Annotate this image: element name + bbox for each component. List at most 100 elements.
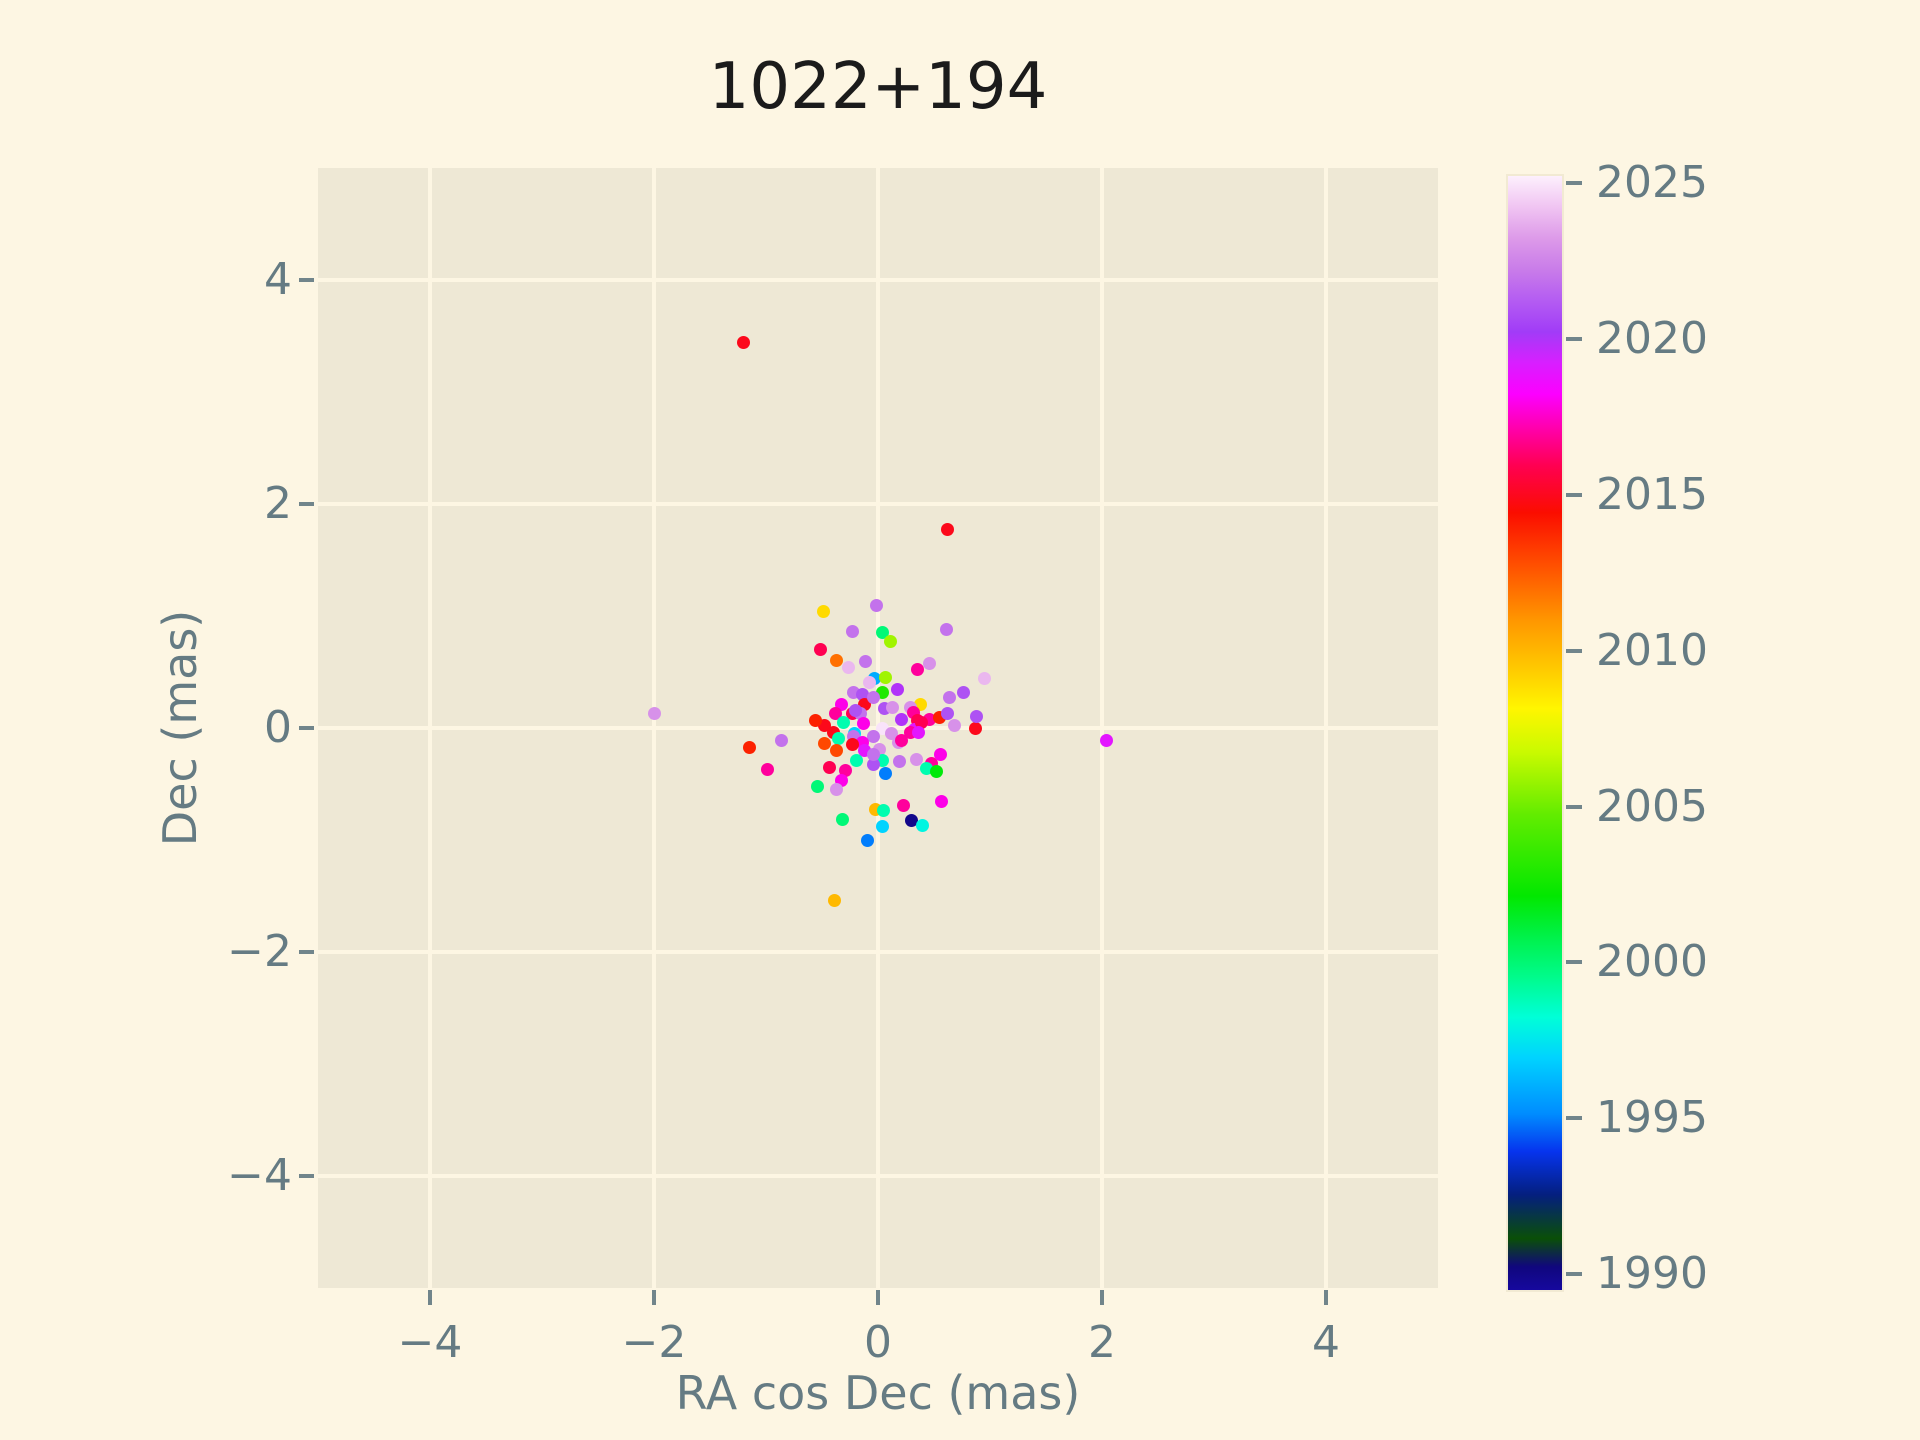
scatter-point (867, 691, 881, 705)
colorbar-tick-label: 1995 (1596, 1092, 1708, 1144)
colorbar-tick-label: 1990 (1596, 1247, 1708, 1299)
scatter-point (970, 710, 984, 724)
scatter-point (850, 753, 864, 767)
x-tick-label: 2 (1088, 1317, 1116, 1368)
scatter-point (760, 762, 774, 776)
scatter-point (877, 804, 891, 818)
colorbar-tick-label: 2015 (1596, 468, 1708, 520)
scatter-point (842, 661, 856, 675)
scatter-point (910, 663, 924, 677)
scatter-point (855, 687, 869, 701)
colorbar-tick-mark (1566, 1271, 1582, 1276)
scatter-point (929, 765, 943, 779)
gridline-horizontal (318, 1174, 1438, 1178)
colorbar-tick-mark (1566, 181, 1582, 186)
x-tick-mark (428, 1290, 432, 1305)
scatter-point (737, 336, 751, 350)
scatter-point (830, 743, 844, 757)
scatter-point (835, 813, 849, 827)
scatter-point (886, 701, 900, 715)
scatter-point (879, 767, 893, 781)
x-tick-label: 4 (1312, 1317, 1340, 1368)
colorbar-tick-mark (1566, 1116, 1582, 1121)
colorbar-tick-label: 2025 (1596, 157, 1708, 209)
scatter-point (943, 691, 957, 705)
scatter-point (816, 605, 830, 619)
scatter-point (823, 760, 837, 774)
x-tick-label: −2 (621, 1317, 687, 1368)
plot-area (318, 168, 1438, 1288)
scatter-point (915, 715, 929, 729)
scatter-point (892, 755, 906, 769)
scatter-point (867, 758, 881, 772)
scatter-point (916, 818, 930, 832)
gridline-horizontal (318, 278, 1438, 282)
scatter-point (836, 715, 850, 729)
colorbar (1506, 174, 1564, 1292)
scatter-point (647, 706, 661, 720)
scatter-point (875, 820, 889, 834)
scatter-point (839, 764, 853, 778)
scatter-point (934, 748, 948, 762)
y-tick-mark (299, 726, 314, 730)
x-tick-mark (652, 1290, 656, 1305)
chart-title: 1022+194 (708, 50, 1048, 124)
scatter-point (977, 672, 991, 686)
scatter-point (862, 675, 876, 689)
scatter-point (956, 685, 970, 699)
y-tick-label: 2 (264, 478, 292, 529)
scatter-point (895, 712, 909, 726)
scatter-point (861, 833, 875, 847)
scatter-point (845, 738, 859, 752)
colorbar-tick-mark (1566, 960, 1582, 965)
y-tick-mark (299, 950, 314, 954)
y-tick-label: −2 (227, 926, 292, 977)
colorbar-tick-mark (1566, 804, 1582, 809)
scatter-point (811, 779, 825, 793)
scatter-point (859, 655, 873, 669)
scatter-point (879, 671, 893, 685)
y-tick-mark (299, 278, 314, 282)
scatter-point (845, 625, 859, 639)
scatter-point (817, 737, 831, 751)
x-tick-label: 0 (864, 1317, 892, 1368)
x-tick-mark (876, 1290, 880, 1305)
x-tick-mark (1324, 1290, 1328, 1305)
scatter-point (919, 761, 933, 775)
x-tick-mark (1100, 1290, 1104, 1305)
scatter-point (1099, 733, 1113, 747)
scatter-point (827, 893, 841, 907)
scatter-point (897, 798, 911, 812)
scatter-point (940, 523, 954, 537)
scatter-point (905, 814, 919, 828)
y-tick-mark (299, 1174, 314, 1178)
scatter-point (935, 795, 949, 809)
gridline-horizontal (318, 502, 1438, 506)
scatter-point (939, 622, 953, 636)
scatter-point (775, 733, 789, 747)
y-tick-label: 4 (264, 254, 292, 305)
scatter-point (830, 783, 844, 797)
scatter-point (832, 731, 846, 745)
scatter-point (968, 721, 982, 735)
colorbar-tick-label: 2010 (1596, 624, 1708, 676)
scatter-point (867, 730, 881, 744)
scatter-point (870, 599, 884, 613)
colorbar-tick-mark (1566, 337, 1582, 342)
colorbar-tick-mark (1566, 492, 1582, 497)
scatter-point (895, 733, 909, 747)
scatter-point (849, 703, 863, 717)
y-axis-title: Dec (mas) (153, 609, 207, 847)
scatter-point (947, 719, 961, 733)
scatter-point (909, 752, 923, 766)
scatter-point (940, 706, 954, 720)
colorbar-tick-label: 2020 (1596, 313, 1708, 365)
scatter-point (890, 683, 904, 697)
scatter-point (830, 654, 844, 668)
colorbar-tick-label: 2005 (1596, 780, 1708, 832)
scatter-point (923, 656, 937, 670)
scatter-point (742, 740, 756, 754)
scatter-point (883, 635, 897, 649)
scatter-point (814, 643, 828, 657)
